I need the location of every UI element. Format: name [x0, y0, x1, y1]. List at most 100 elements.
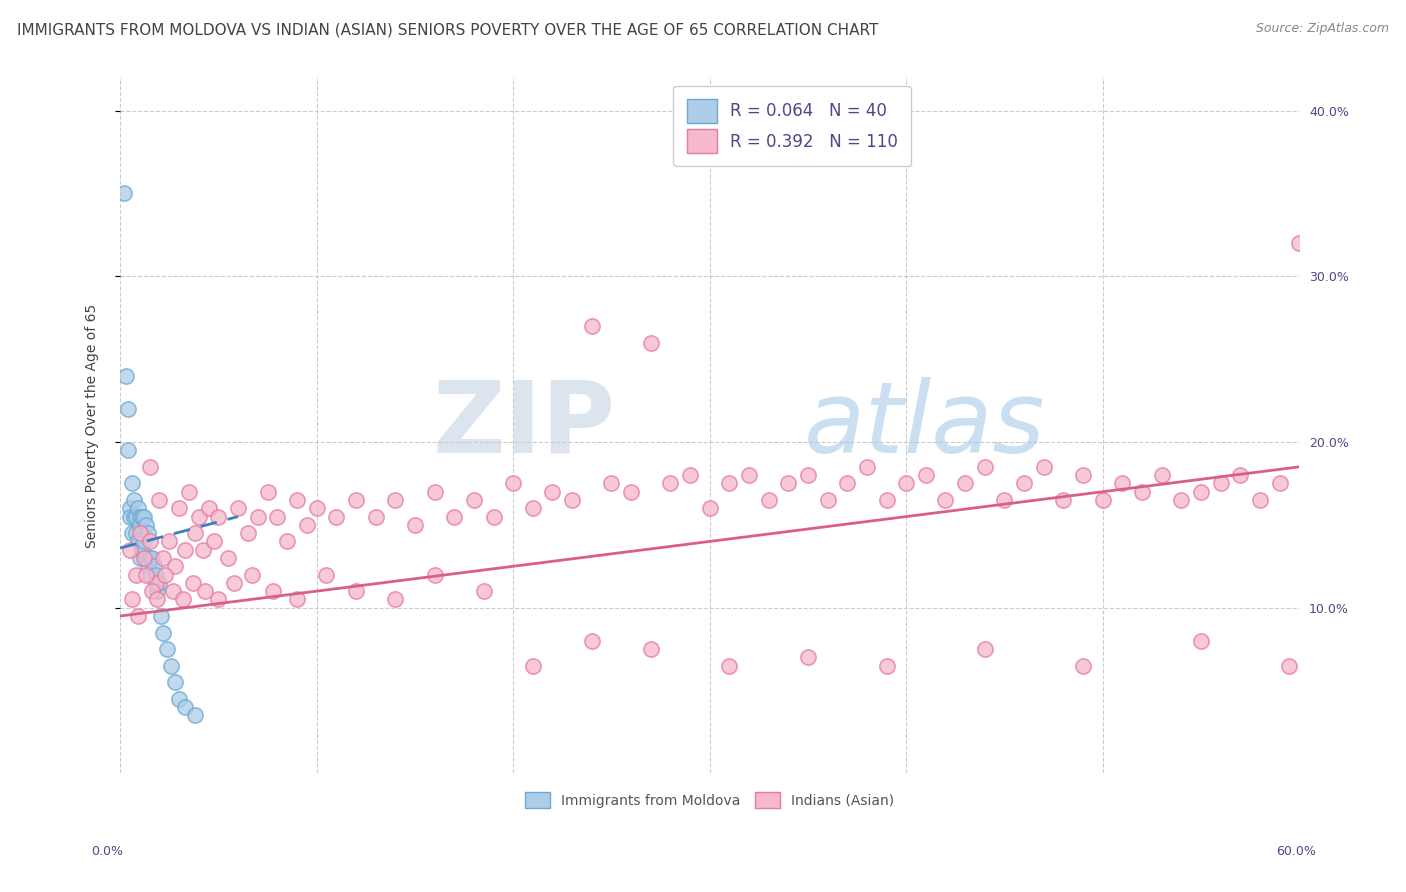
Point	[1288, 236, 1310, 251]
Point	[197, 501, 219, 516]
Point	[364, 509, 387, 524]
Point	[384, 493, 406, 508]
Point	[285, 493, 308, 508]
Point	[679, 468, 702, 483]
Text: IMMIGRANTS FROM MOLDOVA VS INDIAN (ASIAN) SENIORS POVERTY OVER THE AGE OF 65 COR: IMMIGRANTS FROM MOLDOVA VS INDIAN (ASIAN…	[17, 22, 879, 37]
Point	[204, 534, 226, 549]
Point	[738, 468, 761, 483]
Point	[1012, 476, 1035, 491]
Point	[797, 650, 820, 665]
Point	[1071, 468, 1094, 483]
Point	[184, 526, 207, 541]
Point	[699, 501, 721, 516]
Point	[993, 493, 1015, 508]
Point	[1052, 493, 1074, 508]
Point	[128, 551, 150, 566]
Point	[856, 459, 879, 474]
Point	[174, 542, 197, 557]
Point	[295, 517, 318, 532]
Point	[973, 642, 995, 657]
Point	[148, 575, 170, 590]
Point	[1189, 633, 1212, 648]
Point	[305, 501, 328, 516]
Y-axis label: Seniors Poverty Over the Age of 65: Seniors Poverty Over the Age of 65	[86, 303, 100, 548]
Point	[145, 567, 167, 582]
Point	[463, 493, 485, 508]
Point	[256, 484, 278, 499]
Point	[167, 501, 190, 516]
Point	[502, 476, 524, 491]
Point	[135, 567, 157, 582]
Point	[423, 484, 446, 499]
Point	[1189, 484, 1212, 499]
Point	[160, 658, 183, 673]
Point	[246, 509, 269, 524]
Point	[152, 625, 174, 640]
Point	[142, 559, 165, 574]
Point	[344, 493, 367, 508]
Point	[112, 186, 135, 201]
Point	[953, 476, 976, 491]
Point	[443, 509, 465, 524]
Point	[136, 559, 159, 574]
Point	[191, 542, 214, 557]
Point	[117, 443, 139, 458]
Point	[758, 493, 780, 508]
Point	[266, 509, 288, 524]
Point	[561, 493, 583, 508]
Point	[236, 526, 259, 541]
Point	[620, 484, 643, 499]
Point	[117, 401, 139, 416]
Point	[640, 335, 662, 350]
Point	[128, 517, 150, 532]
Legend: Immigrants from Moldova, Indians (Asian): Immigrants from Moldova, Indians (Asian)	[519, 785, 901, 815]
Point	[522, 658, 544, 673]
Point	[122, 509, 145, 524]
Point	[1229, 468, 1251, 483]
Point	[541, 484, 564, 499]
Point	[472, 584, 495, 599]
Point	[522, 501, 544, 516]
Point	[125, 526, 148, 541]
Point	[1278, 658, 1301, 673]
Point	[581, 633, 603, 648]
Point	[131, 542, 153, 557]
Point	[226, 501, 249, 516]
Point	[1150, 468, 1173, 483]
Point	[276, 534, 298, 549]
Point	[118, 509, 141, 524]
Point	[136, 526, 159, 541]
Point	[876, 658, 898, 673]
Point	[162, 584, 184, 599]
Point	[152, 551, 174, 566]
Point	[224, 575, 246, 590]
Point	[155, 567, 177, 582]
Point	[837, 476, 859, 491]
Point	[240, 567, 263, 582]
Point	[115, 368, 138, 383]
Point	[914, 468, 936, 483]
Point	[797, 468, 820, 483]
Point	[184, 708, 207, 723]
Point	[172, 592, 194, 607]
Point	[817, 493, 839, 508]
Point	[145, 575, 167, 590]
Point	[135, 517, 157, 532]
Point	[896, 476, 918, 491]
Point	[135, 551, 157, 566]
Point	[127, 609, 149, 624]
Point	[1071, 658, 1094, 673]
Point	[1209, 476, 1232, 491]
Text: ZIP: ZIP	[433, 377, 616, 474]
Text: 0.0%: 0.0%	[91, 846, 124, 858]
Point	[174, 700, 197, 714]
Point	[128, 509, 150, 524]
Point	[132, 534, 155, 549]
Point	[138, 567, 160, 582]
Point	[187, 509, 209, 524]
Point	[128, 526, 150, 541]
Point	[1032, 459, 1054, 474]
Point	[262, 584, 284, 599]
Point	[640, 642, 662, 657]
Point	[482, 509, 505, 524]
